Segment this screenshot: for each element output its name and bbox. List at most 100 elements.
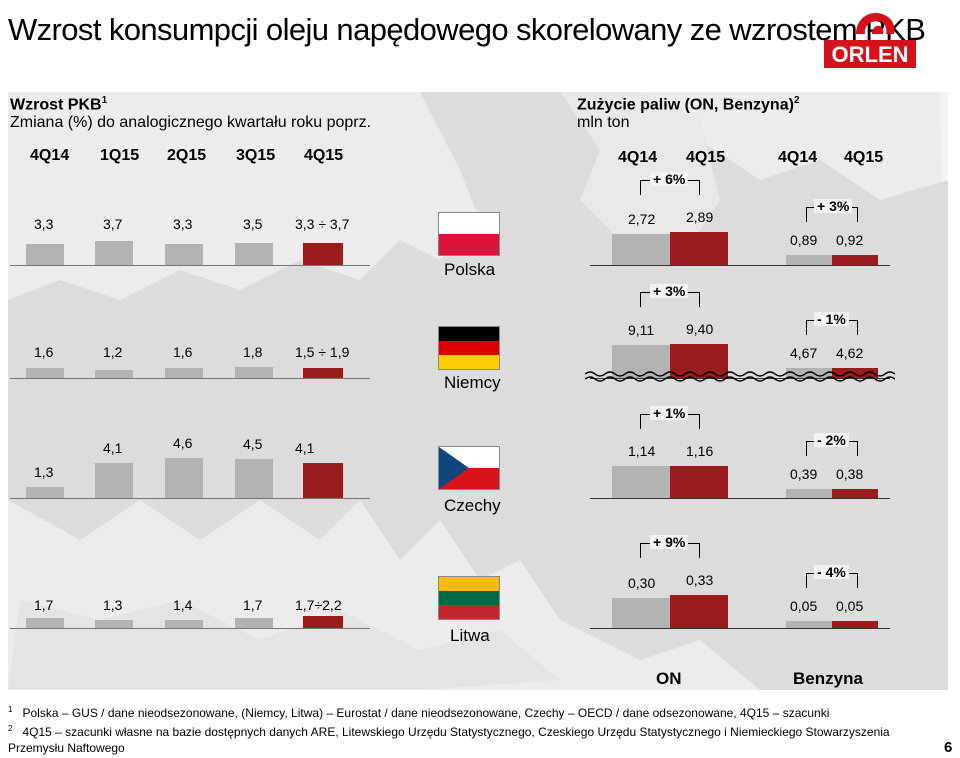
- gdp-bar: [165, 368, 203, 378]
- on-value-label: 9,11: [628, 322, 655, 338]
- gdp-bar: [235, 618, 273, 628]
- benzyna-value-label: 4,62: [836, 345, 864, 361]
- gdp-quarter-label: 4Q14: [30, 147, 70, 164]
- gdp-bar: [95, 241, 133, 265]
- gdp-baseline: [10, 498, 370, 499]
- gdp-bar: [165, 458, 203, 498]
- on-bar: [612, 466, 670, 498]
- gdp-quarter-label: 4Q15: [304, 147, 344, 164]
- on-change-label: + 9%: [650, 535, 689, 549]
- gdp-value-label: 1,3: [103, 597, 123, 613]
- orlen-logo: ORLEN: [824, 12, 916, 68]
- gdp-value-label: 3,5: [243, 216, 263, 232]
- benzyna-value-label: 0,38: [836, 466, 864, 482]
- benzyna-bar: [786, 368, 832, 378]
- fuel-quarter-label: 4Q15: [844, 149, 884, 166]
- gdp-heading: Wzrost PKB1: [10, 95, 108, 114]
- benzyna-bar: [786, 621, 832, 628]
- benzyna-change-label: - 1%: [814, 312, 849, 326]
- gdp-value-label: 4,6: [173, 435, 193, 451]
- gdp-bar: [303, 368, 343, 378]
- benzyna-change-label: + 3%: [814, 199, 853, 213]
- benzyna-bar: [786, 255, 832, 265]
- gdp-bar: [165, 244, 203, 265]
- gdp-quarter-label: 3Q15: [236, 147, 276, 164]
- flag-litwa: [438, 576, 500, 620]
- legend-on: ON: [656, 669, 682, 688]
- on-bar: [612, 345, 670, 378]
- benzyna-value-label: 0,39: [790, 466, 818, 482]
- page-number: 6: [944, 739, 953, 756]
- gdp-bar: [165, 620, 203, 628]
- baseline: [590, 498, 890, 499]
- gdp-value-label: 1,2: [103, 344, 123, 360]
- gdp-value-label: 4,1: [103, 440, 123, 456]
- fuel-quarter-label: 4Q14: [778, 149, 818, 166]
- benzyna-bar: [786, 489, 832, 498]
- country-name: Czechy: [444, 496, 501, 515]
- axis-break-line: [585, 371, 895, 377]
- fuel-quarter-label: 4Q15: [686, 149, 726, 166]
- gdp-value-label: 3,7: [103, 216, 123, 232]
- gdp-quarter-label: 2Q15: [167, 147, 207, 164]
- on-value-label: 9,40: [686, 321, 714, 337]
- gdp-bar: [95, 463, 133, 498]
- gdp-value-label: 4,5: [243, 436, 263, 452]
- flag-triangle: [439, 447, 469, 489]
- on-bar: [612, 234, 670, 265]
- gdp-bar: [26, 487, 64, 498]
- gdp-bar: [303, 243, 343, 265]
- on-bar: [612, 598, 670, 628]
- page-title: Wzrost konsumpcji oleju napędowego skore…: [8, 12, 926, 47]
- axis-break-line: [585, 376, 895, 382]
- on-change-label: + 3%: [650, 284, 689, 298]
- on-value-label: 1,16: [686, 443, 714, 459]
- benzyna-bar: [832, 255, 878, 265]
- baseline: [590, 628, 890, 629]
- on-change-label: + 1%: [650, 406, 689, 420]
- benzyna-change-label: - 4%: [814, 565, 849, 579]
- on-bar: [670, 232, 728, 265]
- benzyna-bar: [832, 489, 878, 498]
- fuel-quarter-label: 4Q14: [618, 149, 658, 166]
- on-bar: [670, 344, 728, 378]
- gdp-baseline: [10, 265, 370, 266]
- gdp-value-label: 4,1: [295, 440, 315, 456]
- country-name: Niemcy: [444, 373, 501, 392]
- gdp-bar: [95, 620, 133, 628]
- gdp-bar: [26, 618, 64, 628]
- gdp-bar: [303, 463, 343, 498]
- flag-czechy: [438, 446, 500, 490]
- country-name: Litwa: [450, 626, 490, 645]
- fuel-unit: mln ton: [577, 114, 630, 131]
- benzyna-bar: [832, 621, 878, 628]
- gdp-value-label: 1,7: [243, 597, 263, 613]
- gdp-baseline: [10, 378, 370, 379]
- gdp-value-label: 1,8: [243, 344, 263, 360]
- legend-benzyna: Benzyna: [793, 669, 863, 688]
- on-change-label: + 6%: [650, 172, 689, 186]
- fuel-heading: Zużycie paliw (ON, Benzyna)2: [577, 95, 800, 114]
- benzyna-change-label: - 2%: [814, 433, 849, 447]
- gdp-value-label: 3,3: [173, 216, 193, 232]
- gdp-baseline: [10, 628, 370, 629]
- benzyna-value-label: 0,92: [836, 232, 864, 248]
- footnote-2-cont: Przemysłu Naftowego: [8, 741, 125, 755]
- gdp-bar: [235, 243, 273, 265]
- on-value-label: 0,30: [628, 575, 656, 591]
- footnote-1: 1 Polska – GUS / dane nieodsezonowane, (…: [8, 705, 830, 720]
- on-value-label: 1,14: [628, 443, 656, 459]
- gdp-value-label: 1,7÷2,2: [295, 597, 342, 613]
- benzyna-value-label: 0,05: [790, 598, 818, 614]
- gdp-bar: [95, 370, 133, 378]
- gdp-value-label: 1,5 ÷ 1,9: [295, 344, 350, 360]
- gdp-value-label: 1,6: [173, 344, 193, 360]
- country-name: Polska: [444, 260, 496, 279]
- on-bar: [670, 466, 728, 498]
- gdp-bar: [303, 616, 343, 628]
- benzyna-value-label: 0,05: [836, 598, 864, 614]
- gdp-subheading: Zmiana (%) do analogicznego kwartału rok…: [10, 114, 372, 131]
- benzyna-value-label: 4,67: [790, 345, 818, 361]
- on-bar: [670, 595, 728, 628]
- gdp-bar: [235, 367, 273, 378]
